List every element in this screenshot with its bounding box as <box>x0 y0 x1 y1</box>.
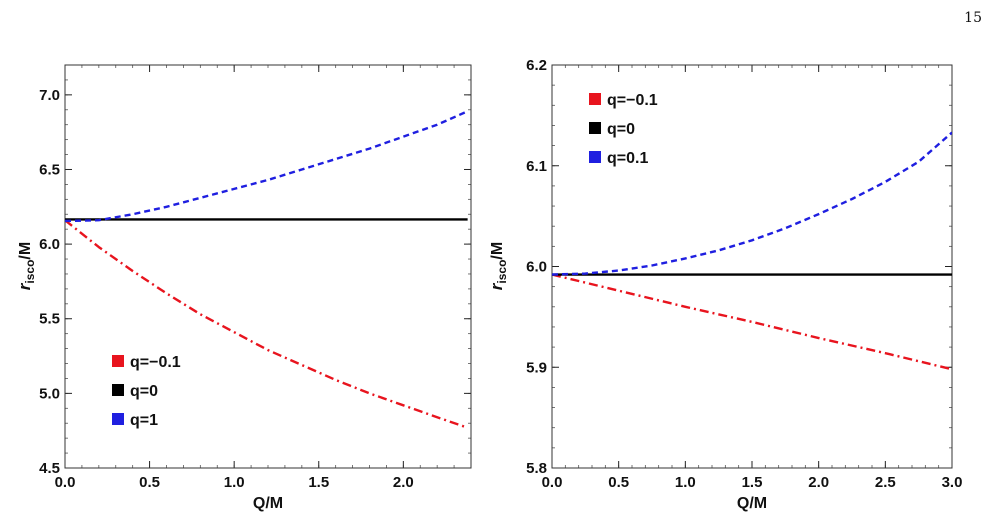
chart-right: 0.0 0.5 1.0 1.5 2.0 2.5 3.0 5.8 5.9 6.0 6.1 6.2 q=−0… <box>487 57 962 512</box>
y-tick-label: 5.0 <box>39 385 60 402</box>
y-axis-label-main: r <box>15 282 34 290</box>
x-tick-label: 1.5 <box>308 474 329 491</box>
x-tick-label: 1.0 <box>675 474 696 491</box>
y-tick-label: 5.5 <box>39 311 60 328</box>
legend-swatch <box>589 122 601 134</box>
y-tick-label: 6.0 <box>39 236 60 253</box>
y-axis-label: risco/M <box>487 242 509 290</box>
x-tick-label: 1.0 <box>224 474 245 491</box>
y-tick-label: 7.0 <box>39 87 60 104</box>
legend-label: q=0.1 <box>607 150 648 167</box>
x-tick-label: 3.0 <box>942 474 963 491</box>
y-tick-label: 6.5 <box>39 161 60 178</box>
x-tick-label: 2.5 <box>875 474 896 491</box>
y-tick-label: 6.1 <box>526 158 547 175</box>
legend-label: q=−0.1 <box>130 354 181 371</box>
series-line-0 <box>552 273 952 371</box>
series-line-0 <box>65 219 469 429</box>
page-number: 15 <box>964 10 982 26</box>
chart-left: 0.0 0.5 1.0 1.5 2.0 4.5 5.0 5.5 6.0 6.5 7.0 q=−0.1 q… <box>15 64 472 512</box>
y-axis-label-main: r <box>487 282 506 290</box>
x-tick-label: 0.5 <box>139 474 160 491</box>
y-tick-label: 6.2 <box>526 57 547 74</box>
y-axis-label-sub: isco <box>495 260 509 284</box>
legend-label: q=0 <box>130 383 158 400</box>
legend-label: q=0 <box>607 121 635 138</box>
legend-swatch <box>112 413 124 425</box>
y-tick-label: 4.5 <box>39 460 60 477</box>
legend-swatch <box>112 384 124 396</box>
y-tick-label: 5.9 <box>526 359 547 376</box>
x-axis-label: Q/M <box>737 495 767 512</box>
x-tick-label: 0.0 <box>542 474 563 491</box>
y-tick-label: 6.0 <box>526 259 547 276</box>
y-axis-label-sub: isco <box>23 260 37 284</box>
series-line-2 <box>552 131 952 276</box>
legend-swatch <box>112 355 124 367</box>
legend-label: q=−0.1 <box>607 92 658 109</box>
y-axis-label-tail: /M <box>17 242 34 260</box>
legend-swatch <box>589 93 601 105</box>
x-tick-label: 2.0 <box>393 474 414 491</box>
plot-frame <box>64 64 472 469</box>
y-tick-label: 5.8 <box>526 460 547 477</box>
x-tick-label: 0.5 <box>608 474 629 491</box>
y-axis-label: risco/M <box>15 242 37 290</box>
y-axis-label-tail: /M <box>489 242 506 260</box>
legend-label: q=1 <box>130 412 158 429</box>
x-tick-label: 0.0 <box>55 474 76 491</box>
x-tick-label: 1.5 <box>742 474 763 491</box>
legend-swatch <box>589 151 601 163</box>
x-axis-label: Q/M <box>253 495 283 512</box>
x-tick-label: 2.0 <box>808 474 829 491</box>
series-line-2 <box>65 110 469 223</box>
plot-frame <box>551 64 953 469</box>
